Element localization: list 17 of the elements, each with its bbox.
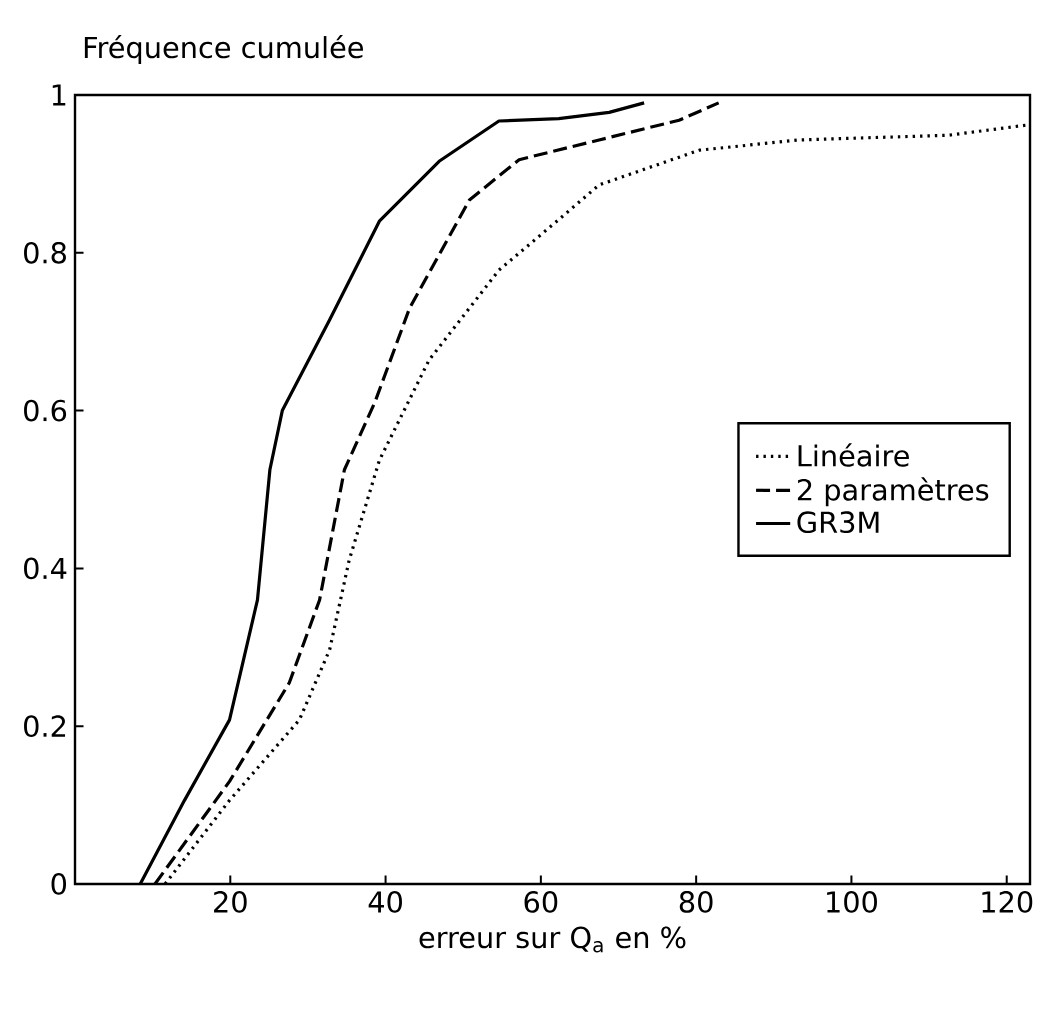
legend-label: Linéaire <box>798 443 909 467</box>
y-tick-label: 1 <box>52 84 66 106</box>
y-tick-label: 0.2 <box>24 715 66 738</box>
y-tick-label: 0 <box>51 873 67 895</box>
x-tick-label: 60 <box>524 891 558 913</box>
x-tick-label: 40 <box>368 891 402 913</box>
x-tick-label: 80 <box>679 891 713 913</box>
x-tick-label: 20 <box>214 891 247 913</box>
y-tick-label: 0.8 <box>24 241 66 264</box>
x-tick-label: 120 <box>982 891 1033 913</box>
x-axis-title: erreur sur Q$_{a}$ en % <box>419 926 686 953</box>
legend-label: GR3M <box>797 511 879 534</box>
y-tick-label: 0.4 <box>24 557 67 580</box>
y-tick-label: 0.6 <box>24 399 67 422</box>
x-tick-label: 100 <box>827 891 877 913</box>
y-axis-title: Fréquence cumulée <box>84 34 363 64</box>
legend-label: 2 paramètres <box>797 477 989 507</box>
